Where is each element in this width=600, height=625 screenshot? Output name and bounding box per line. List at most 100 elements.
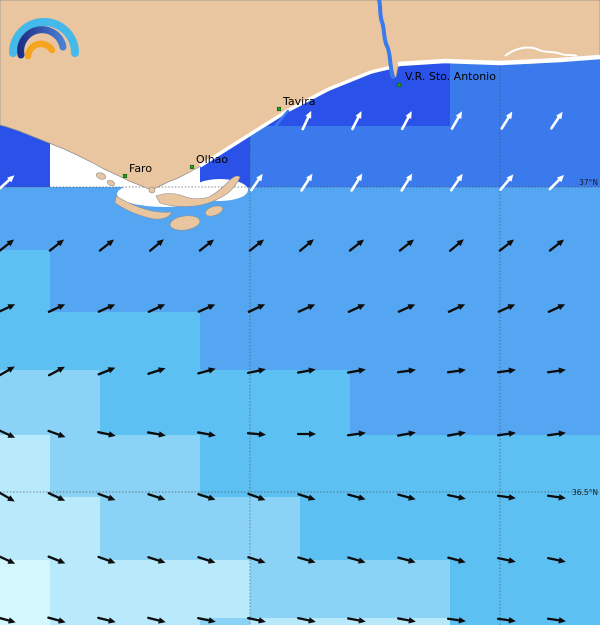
wind-arrow [97,430,116,438]
wind-arrow [197,616,216,624]
wind-arrow [47,366,65,377]
wind-arrow [500,111,513,130]
ocean-cell [450,560,500,618]
ocean-cell [250,560,300,618]
ocean-cell [0,497,50,560]
ocean-cell [0,435,50,497]
ocean-cell [150,312,200,370]
ocean-cell [350,187,400,250]
ocean-cell [350,312,400,370]
island [205,205,223,217]
wind-arrow [350,173,363,192]
city-marker [189,164,195,170]
wind-arrow [97,492,116,501]
ocean-cell [400,618,450,625]
wind-arrow [0,304,16,313]
ocean-cell [450,312,500,370]
wind-arrow [499,174,514,191]
ocean-cell [300,560,350,618]
wind-arrow [197,367,216,375]
wind-arrow [148,239,164,252]
wind-arrow [547,304,566,313]
beach-strip [397,54,600,67]
ocean-cell [550,618,600,625]
wind-arrow [147,556,166,564]
ocean-cell [450,187,500,250]
wind-arrow [249,173,263,192]
ocean-cell [50,435,100,497]
wind-arrow [447,304,466,313]
wind-arrow [397,493,416,501]
wind-arrow [297,493,316,501]
ocean-cell [150,560,200,618]
logo-arc-middle-icon [17,26,67,59]
ocean-cell [0,312,50,370]
wind-arrow [247,492,266,501]
ocean-cell [250,435,300,497]
wind-arrow [0,555,16,564]
ocean-cell [400,187,450,250]
ocean-cell [50,187,100,250]
wind-arrow [298,239,314,252]
ocean-cell [450,618,500,625]
ocean-cell [200,312,250,370]
wind-arrow [47,429,66,438]
wind-arrow [301,110,312,131]
ocean-cell [250,187,300,250]
ocean-cell [350,250,400,312]
wind-arrow [247,304,266,313]
ocean-cell [400,312,450,370]
ocean-cell [350,435,400,497]
rainbow-logo [9,18,79,60]
ocean-cell [250,312,300,370]
ocean-cell [550,126,600,187]
ocean-cell [100,435,150,497]
ocean-cell [350,560,400,618]
wind-arrow [146,431,166,438]
city-marker [122,173,128,179]
ocean-cell [0,618,50,625]
wind-arrow [447,556,466,564]
wind-arrow [97,304,116,313]
wind-arrow [47,616,66,624]
ocean-cell [300,435,350,497]
ocean-cell [400,560,450,618]
wind-arrow [548,174,565,191]
wind-arrow [546,367,566,374]
latitude-labels: 37°N 36.5°N [572,178,598,497]
wind-arrow [247,556,266,564]
wind-arrow [397,556,416,564]
latitude-label: 37°N [579,178,598,187]
wind-arrow [247,367,266,375]
ocean-cell [500,370,550,435]
wind-arrow [550,111,563,130]
wind-arrow [197,556,216,564]
wind-arrow [346,430,366,437]
ocean-cell [500,250,550,312]
barrier-islands [95,172,241,231]
wind-arrow [546,430,566,437]
ocean-cell [250,370,300,435]
wind-arrow [47,492,66,501]
wind-arrow [448,239,464,252]
ocean-cell [550,435,600,497]
wind-arrow [398,239,415,252]
wind-arrow [248,239,265,252]
wind-arrow [347,493,366,501]
wind-arrow [0,175,15,190]
wind-arrows [0,110,566,624]
ocean-cell [150,250,200,312]
wind-arrow [547,556,566,564]
wind-arrow [450,111,462,130]
ocean-cell [250,250,300,312]
logo-arc-outer-icon [9,18,79,57]
wind-arrow [48,239,65,252]
wind-arrow [351,111,362,131]
wind-arrow [300,173,313,192]
ocean-cell [550,497,600,560]
island [169,215,201,231]
ocean-cell [200,618,250,625]
ocean-grid-cells [0,126,600,625]
wind-arrow [449,173,463,192]
